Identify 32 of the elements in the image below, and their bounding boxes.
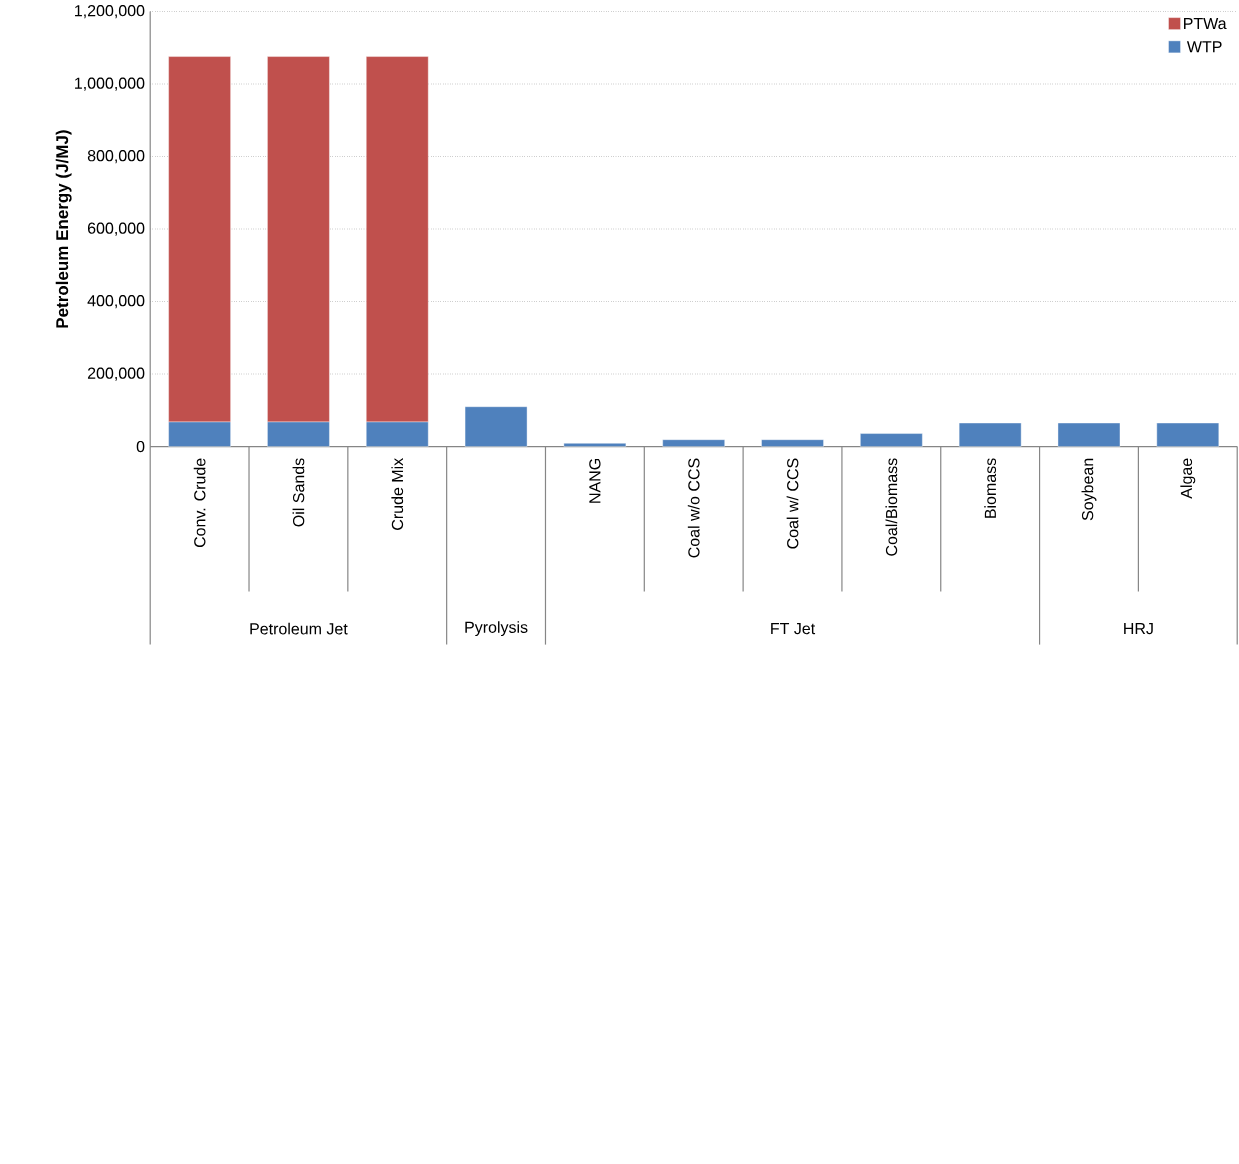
x-tick-label: Crude Mix — [391, 457, 404, 530]
y-tick-label: 400,000 — [87, 294, 145, 309]
y-tick-label: 0 — [136, 440, 145, 453]
text: FT Jet — [771, 622, 816, 635]
x-tick-label: Oil Sands — [292, 458, 305, 527]
y-tick-label: 800,000 — [87, 149, 145, 164]
x-tick-label: Coal w/ CCS — [786, 458, 799, 549]
y-tick-label: 200,000 — [87, 367, 145, 381]
x-tick-label: Biomass — [984, 458, 997, 518]
x-tick-label: Coal/Biomass — [885, 458, 898, 556]
y-tick-label: 1,200,000 — [75, 4, 145, 19]
bar — [958, 422, 1022, 447]
legend-label: PTWa — [1184, 17, 1227, 29]
y-tick-label: 600,000 — [87, 222, 145, 236]
bar — [662, 439, 725, 447]
text: Pyrolysis — [465, 620, 528, 636]
bar — [860, 433, 923, 447]
text: HRJ — [1124, 622, 1153, 635]
legend-label: WTP — [1186, 41, 1222, 53]
bar — [761, 439, 824, 447]
x-tick-label: Conv. Crude — [193, 458, 206, 547]
bar — [464, 406, 528, 447]
bar — [1156, 422, 1219, 447]
bar — [563, 442, 627, 447]
x-tick-label: Soybean — [1081, 458, 1097, 521]
y-axis-title: Petroleum Energy (J/MJ) — [55, 130, 72, 328]
y-tick-label: 1,000,000 — [75, 77, 145, 91]
x-tick-label: NANG — [589, 458, 601, 503]
bar — [1057, 422, 1121, 447]
x-tick-label: Algae — [1180, 458, 1196, 499]
text: Petroleum Jet — [250, 622, 348, 635]
x-tick-label: Coal w/o CCS — [687, 458, 700, 558]
